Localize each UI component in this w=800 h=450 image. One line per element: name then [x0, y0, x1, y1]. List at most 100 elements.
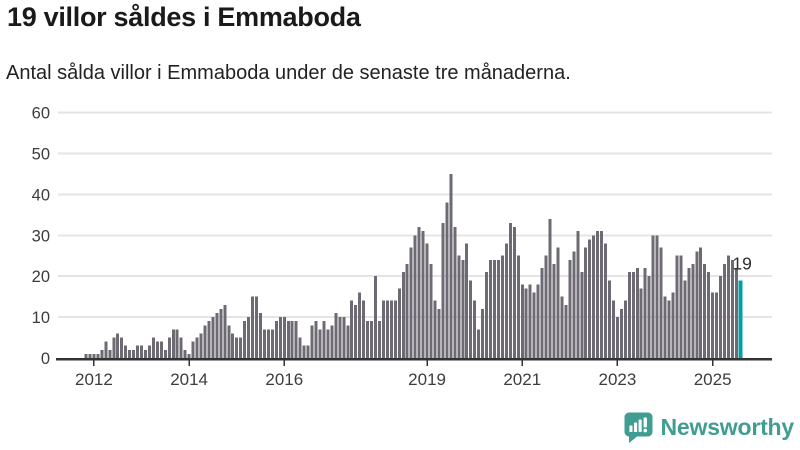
bar — [243, 321, 247, 358]
newsworthy-branding-link[interactable]: Newsworthy — [623, 411, 794, 444]
bar — [251, 296, 255, 358]
bar — [655, 235, 659, 359]
newsworthy-logo-icon — [624, 412, 653, 443]
x-axis-tick-label: 2025 — [694, 370, 732, 389]
highlight-value-label: 19 — [732, 253, 751, 273]
bar — [235, 337, 239, 358]
bar-chart: 0 10 20 30 40 50 60 2012 2014 2016 2019 2021 2023 202… — [32, 105, 772, 389]
bar — [334, 313, 338, 358]
bar — [425, 243, 429, 358]
bar — [481, 308, 485, 358]
bar — [84, 353, 88, 358]
bar — [623, 300, 627, 358]
bar — [453, 227, 457, 358]
x-axis-tick-label: 2016 — [265, 370, 303, 389]
bar — [370, 321, 374, 358]
bar — [132, 349, 136, 358]
bar — [584, 247, 588, 358]
y-axis-tick-label: 50 — [32, 145, 50, 163]
bar — [675, 255, 679, 358]
x-axis-tick-label: 2023 — [599, 370, 637, 389]
bar — [604, 243, 607, 358]
bar — [651, 235, 655, 359]
bar — [504, 243, 508, 358]
bar — [215, 313, 219, 358]
y-axis-tick-label: 10 — [32, 309, 50, 327]
bar — [223, 304, 227, 358]
bar — [699, 247, 703, 358]
bar — [552, 263, 556, 358]
bar — [306, 345, 310, 358]
bar — [171, 329, 175, 358]
bar — [457, 255, 461, 358]
bar — [516, 255, 520, 358]
bar — [397, 288, 401, 358]
bar — [568, 259, 572, 358]
bar — [707, 272, 711, 358]
bar — [544, 255, 548, 358]
bar — [405, 263, 409, 358]
bar — [421, 231, 425, 358]
bar — [580, 272, 584, 358]
bar — [294, 321, 298, 358]
bar — [100, 349, 104, 358]
bar — [88, 353, 92, 358]
bar — [191, 341, 195, 358]
bar — [461, 259, 465, 358]
bar — [278, 317, 282, 358]
bar — [493, 259, 496, 358]
bar — [239, 337, 243, 358]
bar — [326, 329, 330, 358]
bar — [219, 308, 223, 358]
bar — [469, 280, 473, 358]
bar — [187, 353, 191, 358]
bar — [378, 321, 381, 358]
bar — [302, 345, 306, 358]
bar — [401, 272, 405, 358]
bar — [318, 329, 322, 358]
bar — [183, 349, 187, 358]
bar — [393, 300, 397, 358]
bar — [116, 333, 120, 358]
bar — [465, 243, 469, 358]
bar — [104, 341, 108, 358]
bar — [723, 263, 726, 358]
bar — [108, 349, 112, 358]
bar — [639, 288, 643, 358]
bar — [330, 325, 334, 358]
bar — [485, 272, 489, 358]
bar — [635, 268, 639, 358]
bar — [124, 345, 128, 358]
bar — [286, 321, 290, 358]
bar — [314, 321, 318, 358]
bar — [703, 263, 707, 358]
bar — [282, 317, 286, 358]
bar — [600, 231, 604, 358]
chart-title: 19 villor såldes i Emmaboda — [7, 2, 361, 32]
bar — [500, 255, 504, 358]
bar — [695, 251, 699, 358]
bar — [211, 317, 215, 358]
bar — [167, 337, 171, 358]
bar — [231, 333, 235, 358]
bar — [338, 317, 342, 358]
bar — [175, 329, 179, 358]
bar — [671, 292, 675, 358]
bar — [203, 325, 207, 358]
y-axis-tick-label: 30 — [32, 227, 50, 245]
bar — [112, 337, 116, 358]
bar — [266, 329, 270, 358]
bar — [679, 255, 683, 358]
bar — [385, 300, 389, 358]
bar — [719, 276, 723, 358]
bar — [608, 280, 611, 358]
bar — [612, 300, 615, 358]
bar — [199, 333, 203, 358]
bar — [532, 292, 536, 358]
bar — [298, 337, 302, 358]
bar — [350, 300, 354, 358]
bar — [381, 300, 385, 358]
bar — [520, 284, 524, 358]
bar — [96, 353, 100, 358]
bar — [497, 259, 500, 358]
